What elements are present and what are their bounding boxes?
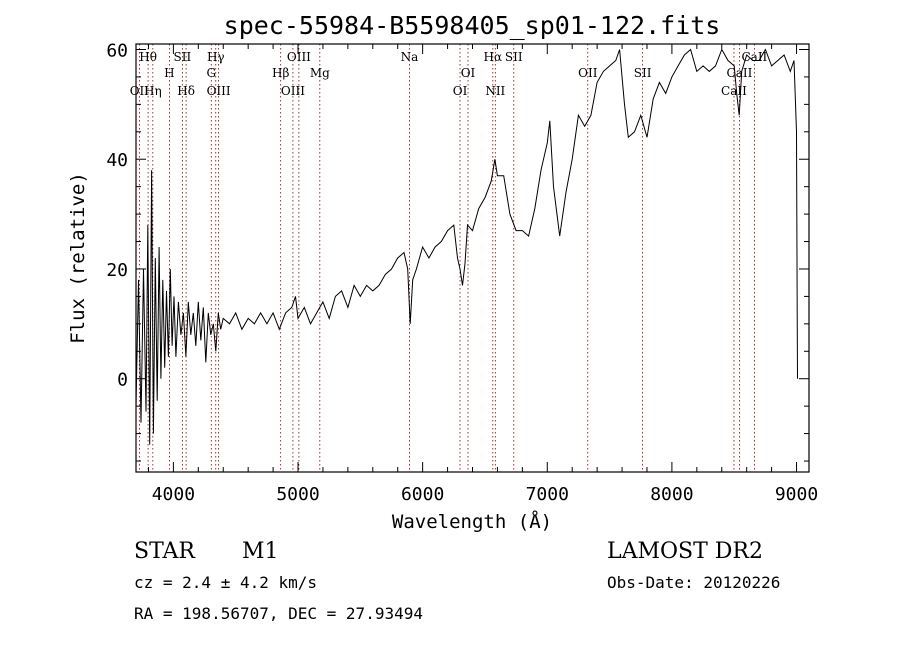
x-tick-label: 7000 [526, 484, 569, 505]
x-tick-label: 9000 [775, 484, 818, 505]
spectrum-line-0 [135, 48, 798, 445]
line-marker-label: CaII [721, 84, 747, 98]
line-marker-label: OIII [207, 84, 231, 98]
line-marker-label: OI [453, 84, 468, 98]
line-marker-label: OI [461, 66, 476, 80]
x-axis-label: Wavelength (Å) [392, 510, 552, 533]
line-marker-label: SII [174, 50, 192, 64]
line-markers: HθOIIHηHSIIHδHγGOIIIOIIIHβOIIIMgNaOIOIHα… [130, 44, 768, 472]
line-marker-label: Na [401, 50, 419, 64]
line-marker-label: OII [578, 66, 598, 80]
y-axis-label: Flux (relative) [67, 172, 89, 344]
spectrum-series [135, 48, 798, 445]
line-marker-label: CaII [727, 66, 753, 80]
line-marker-label: G [206, 66, 216, 80]
axis-ticks: 4000 5000 6000 7000 8000 9000 0 20 40 60 [106, 40, 818, 505]
survey-name: LAMOST DR2 [607, 539, 763, 564]
y-tick-label: 20 [106, 260, 128, 281]
y-tick-label: 60 [106, 40, 128, 61]
line-marker-label: SII [505, 50, 523, 64]
line-marker-label: OIII [287, 50, 311, 64]
x-tick-label: 6000 [401, 484, 444, 505]
line-marker-label: Mg [310, 66, 330, 80]
line-marker-label: H [164, 66, 174, 80]
coordinates: RA = 198.56707, DEC = 27.93494 [134, 604, 423, 623]
line-marker-label: Hδ [177, 84, 195, 98]
x-tick-label: 4000 [152, 484, 195, 505]
x-tick-label: 8000 [650, 484, 693, 505]
line-marker-label: Hγ [207, 50, 225, 64]
redshift-velocity: cz = 2.4 ± 4.2 km/s [134, 573, 318, 592]
line-marker-label: Hθ [139, 50, 157, 64]
object-class: STAR [134, 539, 195, 564]
line-marker-label: CaII [741, 50, 767, 64]
y-tick-label: 0 [117, 370, 128, 391]
line-marker-label: Hβ [272, 66, 289, 80]
line-marker-label: Hη [144, 84, 162, 98]
line-marker-label: SII [634, 66, 652, 80]
line-marker-label: NII [485, 84, 505, 98]
line-marker-label: OIII [281, 84, 305, 98]
chart-title: spec-55984-B5598405_sp01-122.fits [224, 11, 721, 40]
x-tick-label: 5000 [276, 484, 319, 505]
observation-date: Obs-Date: 20120226 [607, 573, 781, 592]
line-marker-label: Hα [484, 50, 503, 64]
plot-frame [135, 43, 810, 473]
y-tick-label: 40 [106, 150, 128, 171]
line-marker-label: OII [130, 84, 150, 98]
object-subclass: M1 [242, 539, 279, 564]
